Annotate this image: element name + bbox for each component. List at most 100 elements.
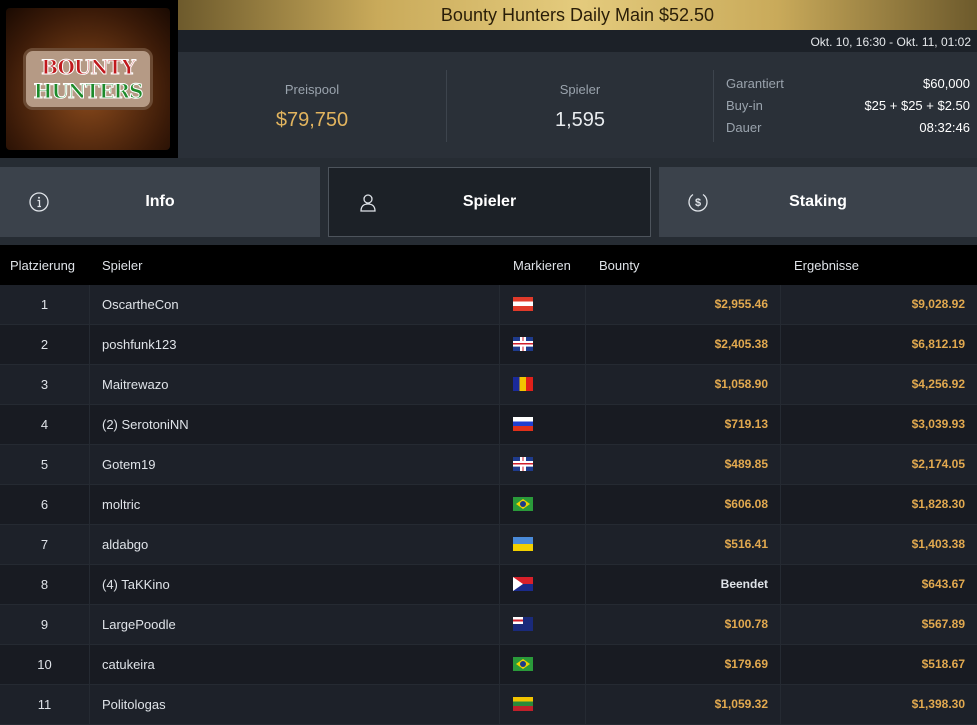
result: $3,039.93 bbox=[911, 417, 965, 431]
table-row[interactable]: 10 catukeira $179.69 $518.67 bbox=[0, 645, 977, 685]
duration-label: Dauer bbox=[726, 120, 762, 135]
player-name[interactable]: Maitrewazo bbox=[90, 365, 500, 405]
player-name[interactable]: Politologas bbox=[90, 685, 500, 725]
table-row[interactable]: 2 poshfunk123 $2,405.38 $6,812.19 bbox=[0, 325, 977, 365]
result: $1,398.30 bbox=[911, 697, 965, 711]
table-row[interactable]: 1 OscartheCon $2,955.46 $9,028.92 bbox=[0, 285, 977, 325]
flag-gb-icon bbox=[513, 337, 533, 351]
player-name[interactable]: (2) SerotoniNN bbox=[90, 405, 500, 445]
flag-lt-icon bbox=[513, 697, 533, 711]
rank: 6 bbox=[0, 485, 90, 525]
tab-spieler[interactable]: Spieler bbox=[328, 167, 651, 237]
flag-at-icon bbox=[513, 297, 533, 311]
col-flag[interactable]: Markieren bbox=[513, 258, 571, 273]
result: $4,256.92 bbox=[911, 377, 965, 391]
tournament-logo: BOUNTY HUNTERS bbox=[0, 0, 178, 158]
prizepool-label: Preispool bbox=[284, 82, 340, 97]
flag-cell bbox=[500, 605, 586, 645]
duration-value: 08:32:46 bbox=[919, 120, 970, 135]
flag-cell bbox=[500, 565, 586, 605]
flag-cell bbox=[500, 365, 586, 405]
rank: 5 bbox=[0, 445, 90, 485]
bounty: $1,059.32 bbox=[586, 685, 781, 725]
logo-text-hunters: HUNTERS bbox=[33, 79, 144, 104]
guaranteed-value: $60,000 bbox=[923, 76, 970, 91]
flag-ad-icon bbox=[513, 377, 533, 391]
player-name[interactable]: (4) TaKKino bbox=[90, 565, 500, 605]
flag-sx-icon bbox=[513, 577, 533, 591]
tournament-title: Bounty Hunters Daily Main $52.50 bbox=[178, 0, 977, 30]
result: $2,174.05 bbox=[911, 457, 965, 471]
flag-cell bbox=[500, 645, 586, 685]
table-row[interactable]: 6 moltric $606.08 $1,828.30 bbox=[0, 485, 977, 525]
player-name[interactable]: OscartheCon bbox=[90, 285, 500, 325]
svg-text:$: $ bbox=[695, 197, 701, 209]
col-rank[interactable]: Platzierung bbox=[10, 258, 76, 273]
table-row[interactable]: 3 Maitrewazo $1,058.90 $4,256.92 bbox=[0, 365, 977, 405]
rank: 1 bbox=[0, 285, 90, 325]
table-row[interactable]: 5 Gotem19 $489.85 $2,174.05 bbox=[0, 445, 977, 485]
rank: 10 bbox=[0, 645, 90, 685]
result: $643.67 bbox=[921, 577, 965, 591]
stats-panel: Preispool $79,750 Spieler 1,595 Garantie… bbox=[178, 52, 977, 158]
rank: 4 bbox=[0, 405, 90, 445]
flag-cell bbox=[500, 285, 586, 325]
flag-br-icon bbox=[513, 497, 533, 511]
prizepool-value: $79,750 bbox=[275, 109, 349, 131]
flag-cell bbox=[500, 405, 586, 445]
table-header: Platzierung Spieler Markieren Bounty Erg… bbox=[0, 245, 977, 285]
flag-cell bbox=[500, 485, 586, 525]
rank: 3 bbox=[0, 365, 90, 405]
table-row[interactable]: 8 (4) TaKKino Beendet $643.67 bbox=[0, 565, 977, 605]
flag-cell bbox=[500, 445, 586, 485]
player-name[interactable]: LargePoodle bbox=[90, 605, 500, 645]
players-label: Spieler bbox=[559, 82, 601, 97]
player-name[interactable]: Gotem19 bbox=[90, 445, 500, 485]
players-value: 1,595 bbox=[554, 109, 606, 131]
bounty: $719.13 bbox=[586, 405, 781, 445]
result: $1,828.30 bbox=[911, 497, 965, 511]
rank: 8 bbox=[0, 565, 90, 605]
dollar-coin-icon: $ bbox=[688, 193, 708, 212]
player-name[interactable]: catukeira bbox=[90, 645, 500, 685]
guaranteed-label: Garantiert bbox=[726, 76, 784, 91]
bounty: Beendet bbox=[586, 565, 781, 605]
info-icon bbox=[29, 192, 49, 212]
flag-cell bbox=[500, 525, 586, 565]
result: $567.89 bbox=[921, 617, 965, 631]
rank: 9 bbox=[0, 605, 90, 645]
tab-label: Staking bbox=[789, 193, 847, 210]
flag-gb-icon bbox=[513, 457, 533, 471]
table-row[interactable]: 11 Politologas $1,059.32 $1,398.30 bbox=[0, 685, 977, 725]
col-bounty[interactable]: Bounty bbox=[599, 258, 640, 273]
divider bbox=[713, 70, 714, 142]
flag-nz-icon bbox=[513, 617, 533, 631]
tournament-details: Garantiert $60,000 Buy-in $25 + $25 + $2.5… bbox=[726, 76, 970, 142]
player-name[interactable]: poshfunk123 bbox=[90, 325, 500, 365]
tab-staking[interactable]: $ Staking bbox=[659, 167, 977, 237]
logo-text-bounty: BOUNTY bbox=[41, 55, 137, 80]
col-results[interactable]: Ergebnisse bbox=[794, 258, 860, 273]
bounty: $179.69 bbox=[586, 645, 781, 685]
players-stat: Spieler 1,595 bbox=[446, 70, 714, 142]
buyin-label: Buy-in bbox=[726, 98, 763, 113]
table-row[interactable]: 9 LargePoodle $100.78 $567.89 bbox=[0, 605, 977, 645]
user-icon bbox=[360, 194, 376, 212]
bounty: $1,058.90 bbox=[586, 365, 781, 405]
player-name[interactable]: moltric bbox=[90, 485, 500, 525]
col-player[interactable]: Spieler bbox=[102, 258, 143, 273]
tab-label: Spieler bbox=[462, 193, 517, 210]
flag-ru-icon bbox=[513, 417, 533, 431]
table-row[interactable]: 4 (2) SerotoniNN $719.13 $3,039.93 bbox=[0, 405, 977, 445]
prizepool-stat: Preispool $79,750 bbox=[178, 70, 446, 142]
rank: 7 bbox=[0, 525, 90, 565]
results-table: 1 OscartheCon $2,955.46 $9,028.92 2 poshf… bbox=[0, 285, 977, 725]
bounty: $606.08 bbox=[586, 485, 781, 525]
flag-cell bbox=[500, 685, 586, 725]
tab-info[interactable]: Info bbox=[0, 167, 320, 237]
player-name[interactable]: aldabgo bbox=[90, 525, 500, 565]
tab-label: Info bbox=[145, 193, 175, 210]
divider bbox=[446, 70, 447, 142]
table-row[interactable]: 7 aldabgo $516.41 $1,403.38 bbox=[0, 525, 977, 565]
buyin-value: $25 + $25 + $2.50 bbox=[864, 98, 970, 113]
